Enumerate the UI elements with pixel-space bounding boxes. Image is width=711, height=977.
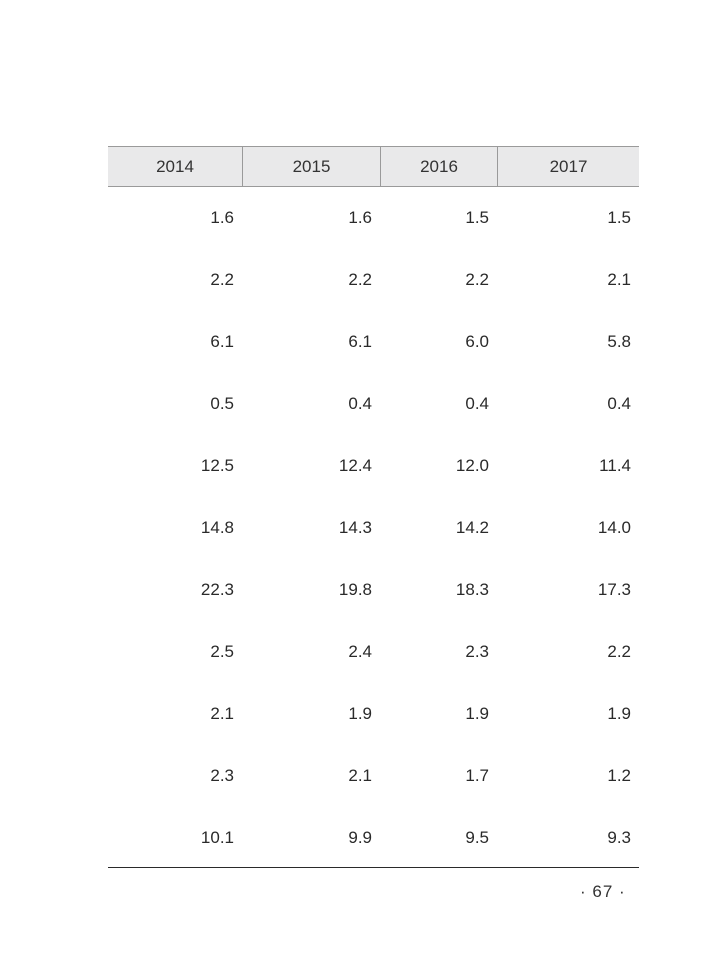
- table-row: 12.5 12.4 12.0 11.4: [108, 435, 639, 497]
- table-row: 1.6 1.6 1.5 1.5: [108, 187, 639, 249]
- column-header-2016: 2016: [380, 147, 497, 186]
- table-cell: 14.3: [338, 518, 372, 537]
- table-cell: 2.3: [465, 642, 489, 661]
- table-cell: 10.1: [200, 828, 234, 847]
- table-cell: 2.5: [210, 642, 234, 661]
- table-cell: 12.0: [455, 456, 489, 475]
- table-cell: 1.6: [210, 208, 234, 227]
- table-cell: 1.5: [607, 208, 631, 227]
- table-cell: 2.2: [348, 270, 372, 289]
- table-cell: 12.4: [338, 456, 372, 475]
- table-cell: 14.2: [455, 518, 489, 537]
- table-cell: 0.5: [210, 394, 234, 413]
- table-cell: 2.2: [210, 270, 234, 289]
- table-row: 2.1 1.9 1.9 1.9: [108, 683, 639, 745]
- table-cell: 6.0: [465, 332, 489, 351]
- table-row: 6.1 6.1 6.0 5.8: [108, 311, 639, 373]
- page-number: · 67 ·: [580, 882, 626, 901]
- column-header-2014: 2014: [156, 156, 194, 176]
- table-cell: 9.3: [607, 828, 631, 847]
- table-cell: 0.4: [465, 394, 489, 413]
- table-header-row: 2014 2015 2016 2017: [108, 146, 639, 187]
- table-row: 10.1 9.9 9.5 9.3: [108, 807, 639, 869]
- data-table: 2014 2015 2016 2017 1.6 1.6 1.5 1.5 2.2 2.2 2.…: [108, 146, 639, 869]
- table-cell: 0.4: [607, 394, 631, 413]
- table-bottom-rule: [108, 867, 639, 868]
- table-cell: 9.5: [465, 828, 489, 847]
- table-cell: 22.3: [200, 580, 234, 599]
- table-row: 14.8 14.3 14.2 14.0: [108, 497, 639, 559]
- table-cell: 11.4: [599, 456, 631, 475]
- table-cell: 2.1: [607, 270, 631, 289]
- table-cell: 14.0: [597, 518, 631, 537]
- table-cell: 12.5: [200, 456, 234, 475]
- column-header-2017: 2017: [497, 147, 639, 186]
- table-cell: 6.1: [210, 332, 234, 351]
- table-cell: 18.3: [455, 580, 489, 599]
- column-header-2015: 2015: [242, 147, 380, 186]
- table-row: 22.3 19.8 18.3 17.3: [108, 559, 639, 621]
- table-cell: 1.2: [607, 766, 631, 785]
- table-cell: 2.2: [465, 270, 489, 289]
- table-cell: 2.1: [348, 766, 372, 785]
- table-cell: 2.3: [210, 766, 234, 785]
- table-row: 2.3 2.1 1.7 1.2: [108, 745, 639, 807]
- table-cell: 6.1: [348, 332, 372, 351]
- table-cell: 1.6: [348, 208, 372, 227]
- table-row: 0.5 0.4 0.4 0.4: [108, 373, 639, 435]
- table-cell: 0.4: [348, 394, 372, 413]
- table-cell: 9.9: [348, 828, 372, 847]
- table-cell: 17.3: [597, 580, 631, 599]
- table-cell: 19.8: [338, 580, 372, 599]
- table-cell: 1.9: [607, 704, 631, 723]
- table-cell: 1.9: [348, 704, 372, 723]
- table-cell: 2.2: [607, 642, 631, 661]
- table-row: 2.5 2.4 2.3 2.2: [108, 621, 639, 683]
- table-cell: 2.1: [210, 704, 234, 723]
- table-cell: 1.7: [465, 766, 489, 785]
- table-cell: 1.9: [465, 704, 489, 723]
- table-cell: 1.5: [465, 208, 489, 227]
- table-cell: 14.8: [200, 518, 234, 537]
- table-row: 2.2 2.2 2.2 2.1: [108, 249, 639, 311]
- table-cell: 2.4: [348, 642, 372, 661]
- table-body: 1.6 1.6 1.5 1.5 2.2 2.2 2.2 2.1 6.1 6.1 6.0 5.8 0.5 0…: [108, 187, 639, 869]
- table-cell: 5.8: [607, 332, 631, 351]
